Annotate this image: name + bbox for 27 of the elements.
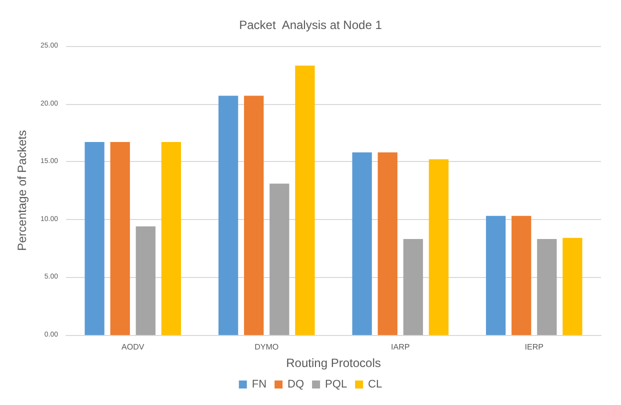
legend-label: DQ	[288, 378, 304, 390]
bar	[218, 96, 238, 335]
x-tick-label: IERP	[524, 342, 544, 352]
bar	[110, 142, 130, 335]
bar	[378, 152, 398, 335]
bar	[512, 216, 532, 335]
bar	[403, 239, 423, 335]
x-tick-label: IARP	[391, 342, 410, 352]
bar	[562, 238, 582, 335]
x-tick-label: AODV	[122, 342, 145, 352]
bar	[161, 142, 182, 335]
y-axis-title: Percentage of Packets	[15, 130, 29, 251]
bar	[84, 142, 104, 335]
x-tick-label: DYMO	[254, 342, 279, 352]
legend-label: PQL	[325, 378, 348, 390]
legend-label: FN	[252, 378, 267, 390]
x-axis-title: Routing Protocols	[286, 356, 381, 370]
bar	[295, 66, 315, 335]
legend-label: CL	[368, 378, 382, 390]
bar	[244, 96, 264, 335]
bar	[136, 226, 156, 335]
bar	[428, 159, 449, 335]
bar	[537, 239, 557, 335]
bar	[352, 152, 372, 335]
bar	[270, 184, 290, 335]
bar	[486, 216, 506, 335]
chart-title: Packet Analysis at Node 1	[239, 18, 382, 32]
